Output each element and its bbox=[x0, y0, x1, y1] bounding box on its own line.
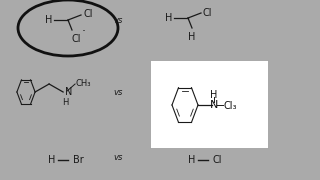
Text: H: H bbox=[188, 155, 196, 165]
Text: N: N bbox=[210, 100, 218, 110]
Text: H: H bbox=[210, 90, 218, 100]
Text: Cl: Cl bbox=[72, 34, 82, 44]
Text: ·: · bbox=[82, 26, 86, 39]
Text: H: H bbox=[44, 15, 52, 25]
Text: N: N bbox=[65, 87, 72, 97]
Text: Cl: Cl bbox=[213, 155, 222, 165]
Text: CH₃: CH₃ bbox=[75, 78, 91, 87]
Text: Cl: Cl bbox=[83, 9, 92, 19]
Text: H: H bbox=[48, 155, 56, 165]
Text: Br: Br bbox=[73, 155, 84, 165]
Text: vs: vs bbox=[113, 87, 123, 96]
Text: H: H bbox=[188, 32, 196, 42]
Text: H: H bbox=[164, 13, 172, 23]
Text: Cl: Cl bbox=[203, 8, 212, 18]
Text: vs: vs bbox=[113, 15, 123, 24]
Text: Cl₃: Cl₃ bbox=[224, 101, 237, 111]
Bar bbox=[150, 60, 268, 148]
Text: vs: vs bbox=[113, 154, 123, 163]
Text: H: H bbox=[62, 98, 68, 107]
